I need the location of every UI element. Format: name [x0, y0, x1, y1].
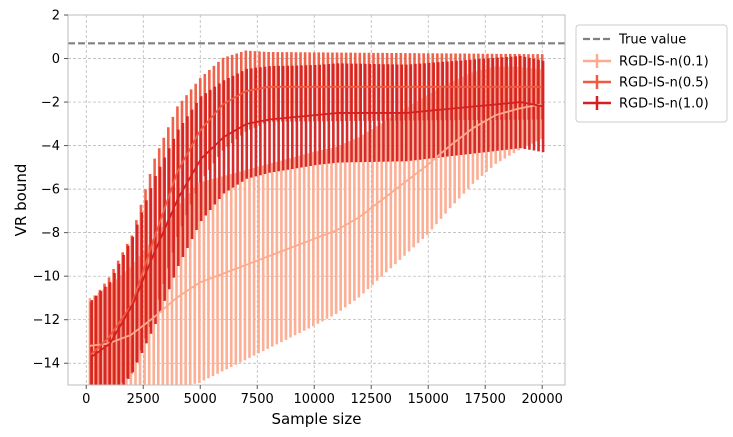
legend-series-0-label: RGD-IS-n(0.1) [619, 55, 709, 70]
legend: True value RGD-IS-n(0.1) RGD-IS-n(0.5) R… [575, 24, 728, 123]
series-line-1 [90, 85, 543, 356]
legend-series-1-label: RGD-IS-n(0.5) [619, 76, 709, 91]
legend-series-2-marker [583, 96, 611, 110]
x-tick-label: 15000 [408, 392, 449, 407]
y-tick-label: −14 [33, 357, 60, 372]
x-axis-title: Sample size [271, 410, 361, 428]
series-line-2 [91, 101, 544, 358]
legend-series-1-marker [583, 75, 611, 89]
legend-series-2-label: RGD-IS-n(1.0) [619, 97, 709, 112]
x-tick-label: 0 [82, 392, 90, 407]
y-tick-label: −8 [41, 226, 60, 241]
y-tick-label: 2 [52, 9, 60, 24]
x-tick-label: 12500 [351, 392, 392, 407]
x-tick-label: 2500 [127, 392, 160, 407]
legend-true-value-label: True value [618, 33, 686, 48]
error-bars [88, 50, 545, 385]
y-tick-label: −2 [41, 96, 60, 111]
legend-series-0-marker [583, 54, 611, 68]
x-tick-label: 20000 [522, 392, 563, 407]
x-tick-label: 7500 [241, 392, 274, 407]
series-line-0 [89, 103, 542, 347]
y-axis-title: VR bound [12, 164, 30, 237]
x-tick-label: 17500 [465, 392, 506, 407]
plot-frame [67, 14, 566, 386]
series-lines [89, 85, 544, 358]
x-tick-label: 10000 [294, 392, 335, 407]
y-tick-label: −4 [41, 139, 60, 154]
y-axis-ticks: 2 0 −2 −4 −6 −8 −10 −12 −14 [33, 9, 68, 372]
y-tick-label: −10 [33, 270, 60, 285]
legend-box [575, 24, 728, 123]
y-tick-label: −6 [41, 183, 60, 198]
x-tick-label: 5000 [184, 392, 217, 407]
y-tick-label: −12 [33, 313, 60, 328]
x-axis-ticks: 0 2500 5000 7500 10000 12500 15000 17500 20000 [82, 385, 563, 407]
y-tick-label: 0 [52, 52, 60, 67]
